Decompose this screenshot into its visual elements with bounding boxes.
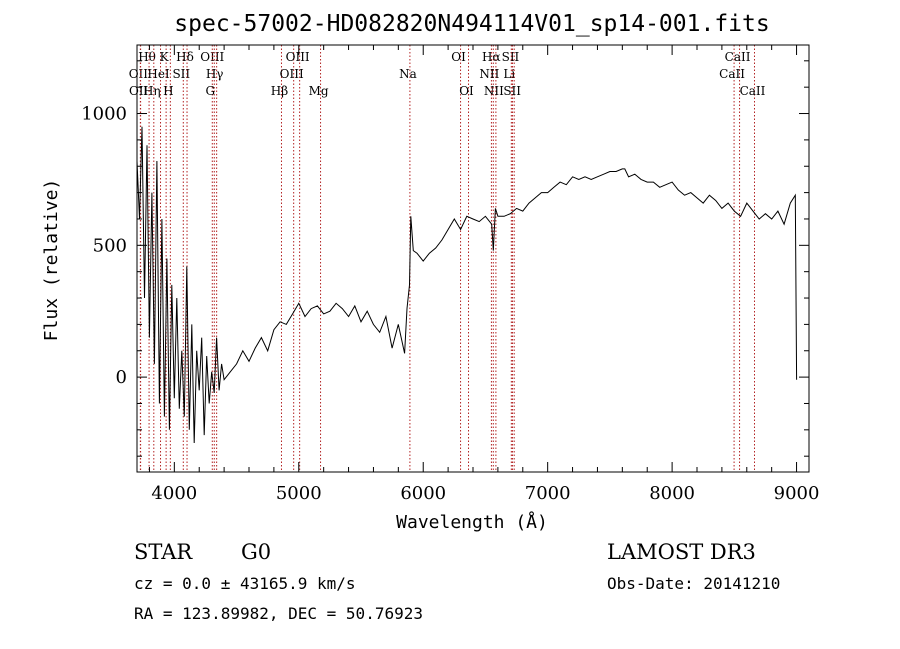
- x-tick-label: 4000: [151, 483, 197, 504]
- x-tick-label: 6000: [400, 483, 446, 504]
- spectral-line-label: HeI: [147, 67, 170, 81]
- spectral-line-label: CaII: [740, 84, 766, 98]
- axis-ticks: 4000 5000 6000 7000 8000 9000 0 500 1000: [81, 45, 819, 504]
- x-tick-label: 5000: [276, 483, 322, 504]
- chart-title: spec-57002-HD082820N494114V01_sp14-001.f…: [174, 11, 769, 37]
- x-tick-label: 8000: [649, 483, 695, 504]
- spectral-line-label: G: [205, 84, 215, 98]
- spectral-line-label: Mg: [309, 84, 329, 98]
- plot-frame: [136, 44, 810, 473]
- spectral-line-label: Li: [503, 67, 515, 81]
- radec-text: RA = 123.89982, DEC = 50.76923: [134, 604, 423, 623]
- spectral-line-label: OIII: [280, 67, 304, 81]
- spectral-line-label: OI: [459, 84, 474, 98]
- x-tick-label: 7000: [525, 483, 571, 504]
- spectral-line-label: SII: [172, 67, 190, 81]
- spectral-line-label: SII: [502, 50, 520, 64]
- x-axis-label: Wavelength (Å): [396, 511, 548, 533]
- spectral-line-label: OII: [129, 84, 149, 98]
- spectral-line-label: K: [160, 50, 170, 64]
- spectral-line-label: OIII: [286, 50, 310, 64]
- y-tick-label: 500: [93, 235, 127, 256]
- spectrum-series-line: [136, 126, 798, 444]
- spectral-line-label: SII: [503, 84, 521, 98]
- spectral-line-label: Hδ: [176, 50, 194, 64]
- spectral-line-label: Hθ: [138, 50, 156, 64]
- spectral-line-label: CaII: [719, 67, 745, 81]
- y-axis-label: Flux (relative): [41, 179, 62, 342]
- spectral-line-label: OI: [451, 50, 466, 64]
- spectral-line-label: Hη: [143, 84, 161, 98]
- spectral-line-label: Hβ: [271, 84, 288, 98]
- object-subclass: G0: [241, 540, 271, 564]
- survey-name: LAMOST DR3: [607, 540, 756, 564]
- y-tick-label: 0: [116, 367, 127, 388]
- spectral-line-label: H: [163, 84, 173, 98]
- object-class: STAR: [134, 540, 193, 564]
- spectral-line-label: NII: [479, 67, 499, 81]
- spectral-line-label: OII: [129, 67, 149, 81]
- spectral-line-label: Hγ: [206, 67, 224, 81]
- spectral-line-label: Na: [399, 67, 417, 81]
- spectral-line-label: CaII: [725, 50, 751, 64]
- x-tick-label: 9000: [774, 483, 820, 504]
- y-tick-label: 1000: [81, 104, 127, 125]
- redshift-text: cz = 0.0 ± 43165.9 km/s: [134, 574, 356, 593]
- spectral-line-label: NII: [484, 84, 504, 98]
- obs-date-text: Obs-Date: 20141210: [607, 574, 780, 593]
